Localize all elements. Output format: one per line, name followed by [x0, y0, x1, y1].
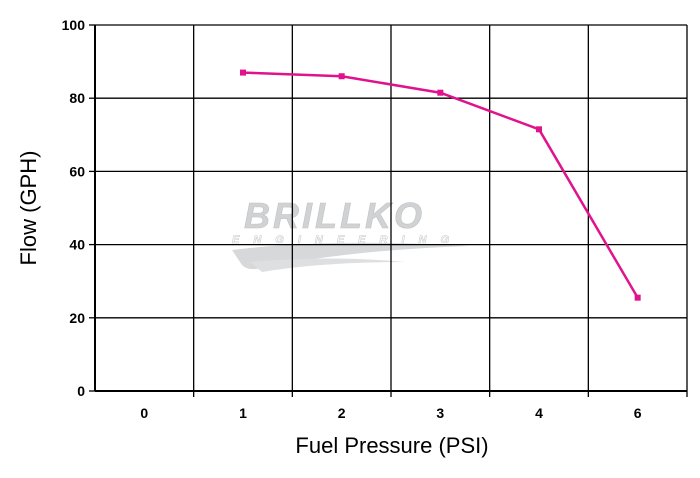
y-tick-label: 100 — [62, 17, 86, 33]
y-tick-label: 20 — [69, 310, 85, 326]
x-tick-label: 1 — [239, 405, 247, 421]
y-axis-title: Flow (GPH) — [16, 151, 41, 266]
data-point — [338, 73, 345, 80]
data-point — [240, 69, 246, 76]
data-point — [536, 126, 542, 133]
brillko-engineering-watermark-logo: BRILLKO ENGINEERING — [232, 195, 470, 272]
data-point — [437, 89, 444, 96]
y-tick-label: 80 — [69, 90, 85, 106]
series — [240, 69, 641, 301]
watermark-brand-text: BRILLKO — [244, 195, 425, 236]
y-tick-label: 60 — [69, 163, 85, 179]
x-axis-title: Fuel Pressure (PSI) — [295, 433, 488, 458]
x-tick-label: 0 — [140, 405, 148, 421]
tick-labels: 0 20 40 60 80 100 0 1 2 3 4 6 — [62, 17, 642, 421]
x-tick-label: 6 — [634, 405, 642, 421]
y-tick-label: 40 — [69, 237, 85, 253]
y-tick-label: 0 — [77, 383, 85, 399]
data-point — [634, 294, 641, 301]
x-tick-label: 2 — [338, 405, 346, 421]
x-tick-label: 4 — [535, 405, 543, 421]
grid — [89, 24, 688, 397]
x-tick-label: 3 — [436, 405, 444, 421]
watermark-sub-text: ENGINEERING — [232, 234, 463, 246]
